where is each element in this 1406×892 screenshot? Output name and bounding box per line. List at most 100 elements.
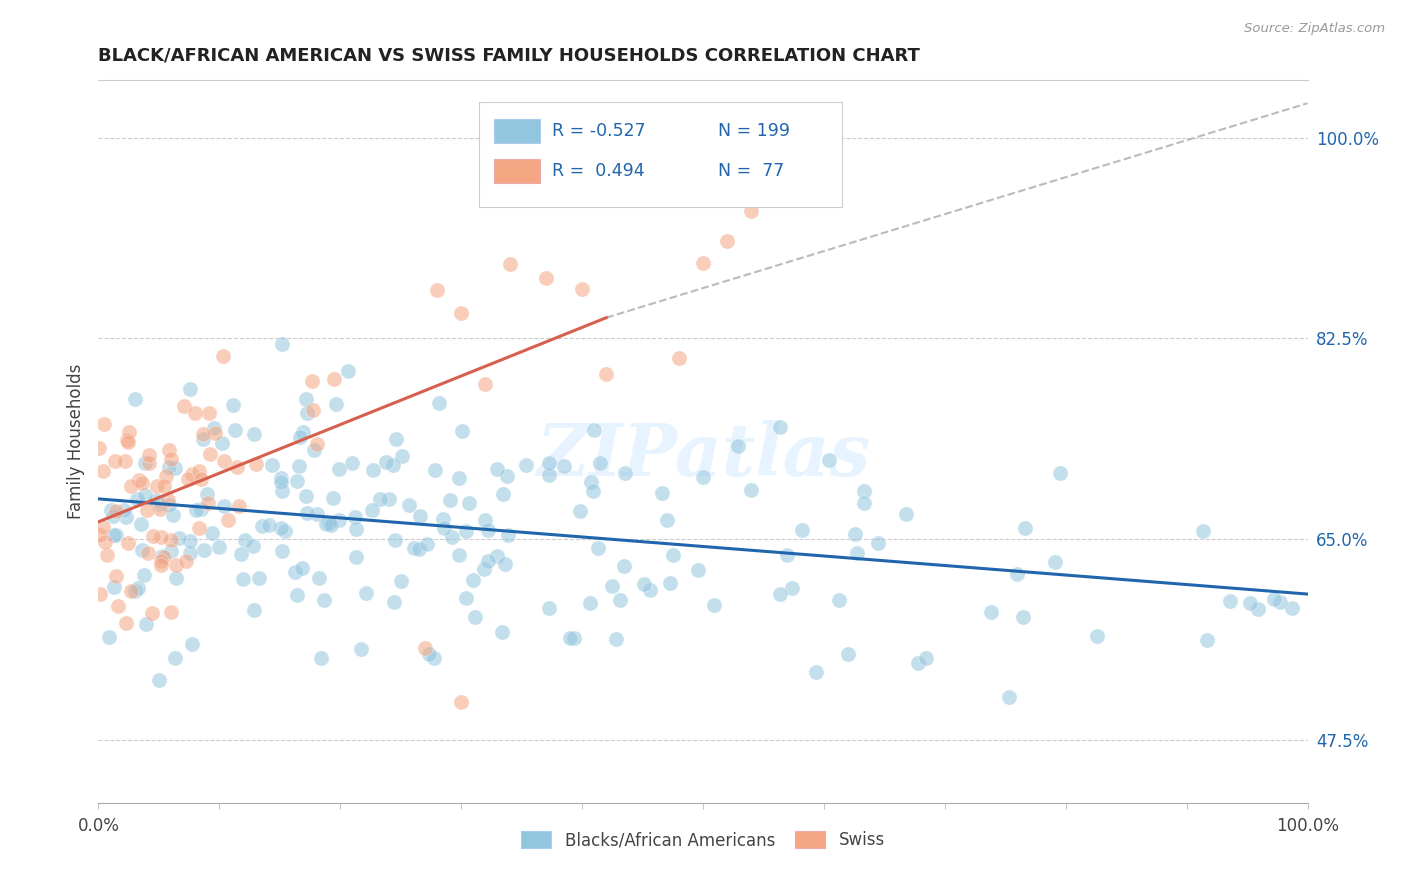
Point [651,485,673,500]
Point [193,542,215,557]
Text: BLACK/AFRICAN AMERICAN VS SWISS FAMILY HOUSEHOLDS CORRELATION CHART: BLACK/AFRICAN AMERICAN VS SWISS FAMILY H… [98,47,921,65]
Point [191,432,214,446]
Point [262,458,284,473]
Point [343,509,366,524]
Point [418,647,440,661]
Point [727,439,749,453]
Point [124,583,146,598]
Point [291,425,314,440]
Point [1263,592,1285,607]
Legend: Blacks/African Americans, Swiss: Blacks/African Americans, Swiss [515,824,891,856]
Point [157,443,180,458]
Point [201,525,224,540]
Point [846,545,869,559]
Point [498,257,520,271]
Point [195,487,218,501]
Point [288,430,311,444]
Point [385,432,408,446]
Point [104,569,127,583]
Y-axis label: Family Households: Family Households [66,364,84,519]
Point [776,548,799,562]
Point [301,374,323,388]
Point [844,527,866,541]
Point [609,592,631,607]
Point [477,554,499,568]
Point [382,595,405,609]
Point [149,502,172,516]
Point [295,489,318,503]
Point [93,417,115,432]
Point [1247,602,1270,616]
Point [197,496,219,510]
Point [323,372,346,386]
Point [270,471,292,485]
Point [1195,632,1218,647]
Point [295,405,318,419]
Point [321,517,343,532]
Point [828,593,851,607]
Point [688,563,710,577]
Point [124,392,146,407]
Point [579,475,602,489]
Point [145,479,167,493]
Point [96,548,118,562]
Point [325,397,347,411]
Point [274,524,297,538]
Point [613,559,636,574]
Point [198,447,221,461]
Point [560,632,582,646]
Point [285,588,308,602]
Point [662,548,685,562]
Point [375,455,398,469]
Point [104,504,127,518]
Point [222,399,245,413]
Point [118,425,141,440]
Point [980,605,1002,619]
Point [361,503,384,517]
Point [852,496,875,510]
Point [340,456,363,470]
Point [322,491,344,506]
Point [389,574,412,589]
Point [439,492,461,507]
Point [117,433,139,447]
Point [179,382,201,396]
Point [208,540,231,554]
Point [361,463,384,477]
Point [162,508,184,522]
Point [190,471,212,485]
Point [141,529,163,543]
Point [769,420,792,434]
Point [589,456,612,470]
Point [89,527,111,541]
Text: ZIPatlas: ZIPatlas [536,420,870,491]
Point [159,533,181,548]
Point [308,571,330,585]
Point [180,467,202,481]
Point [160,544,183,558]
Point [894,507,917,521]
Point [156,493,179,508]
Point [378,491,401,506]
Point [491,624,513,639]
Point [103,580,125,594]
Point [853,483,876,498]
Point [270,475,292,489]
Point [578,596,600,610]
Point [464,609,486,624]
Point [128,473,150,487]
Point [318,516,340,531]
Point [141,606,163,620]
Point [474,376,496,391]
Point [91,464,114,478]
Point [211,435,233,450]
Point [328,462,350,476]
Point [97,630,120,644]
Point [450,424,472,438]
Point [1239,596,1261,610]
Point [391,449,413,463]
Point [413,640,436,655]
Point [103,527,125,541]
Point [1014,521,1036,535]
Point [346,550,368,565]
